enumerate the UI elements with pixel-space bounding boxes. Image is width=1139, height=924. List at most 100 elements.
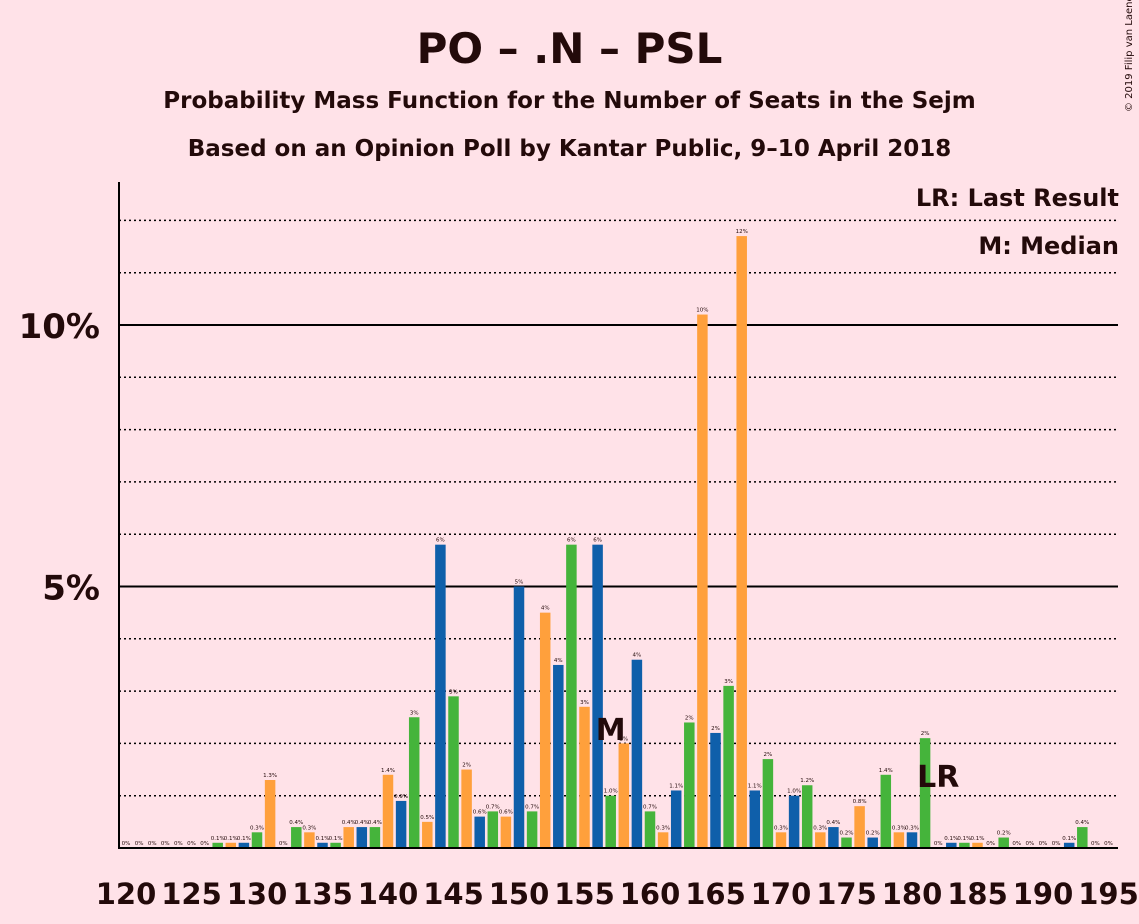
bar-label-145: 3%: [449, 689, 458, 695]
bar-label-170: 0.3%: [774, 825, 788, 831]
bar-128: [225, 842, 237, 848]
bar-171: [788, 795, 800, 848]
last-result-marker: LR: [917, 760, 959, 795]
bar-145: [448, 696, 459, 848]
bar-138: [356, 827, 368, 848]
bar-137: [343, 827, 354, 848]
bar-label-173: 0.3%: [813, 825, 827, 831]
bar-label-159: 4%: [633, 653, 642, 659]
bar-label-185: 0.1%: [971, 836, 985, 842]
bar-label-155: 3%: [580, 700, 589, 706]
bar-label-195: 0%: [1104, 841, 1113, 847]
bar-label-161: 0.3%: [656, 825, 670, 831]
bar-170: [775, 832, 787, 848]
bar-label-147: 0.6%: [473, 810, 487, 816]
bar-label-179: 0.3%: [892, 825, 906, 831]
x-tick-label: 145: [423, 877, 484, 911]
bar-label-187: 0.2%: [997, 831, 1011, 837]
median-marker: M: [596, 713, 626, 748]
bar-148: [487, 811, 499, 848]
bar-193: [1077, 827, 1088, 848]
bar-142: [408, 717, 420, 848]
bar-181: [919, 738, 931, 848]
bar-label-131: 1.3%: [263, 773, 277, 779]
bar-label-164: 10%: [696, 308, 708, 314]
bar-130: [251, 832, 263, 848]
x-tick-label: 175: [816, 877, 877, 911]
bar-165: [710, 732, 721, 848]
bar-129: [238, 842, 250, 848]
bar-184: [959, 842, 970, 848]
bar-label-135: 0.1%: [316, 836, 330, 842]
bar-187: [998, 837, 1009, 848]
bar-label-183: 0.1%: [944, 836, 958, 842]
bar-163: [684, 722, 695, 848]
bar-label-137: 0.4%: [342, 820, 356, 826]
x-tick-label: 125: [161, 877, 222, 911]
legend-median: M: Median: [978, 232, 1119, 260]
bar-label-181: 2%: [921, 731, 930, 737]
bar-label-149: 0.6%: [499, 810, 513, 816]
bar-173: [815, 832, 826, 848]
bar-154: [566, 544, 577, 848]
bar-135: [317, 842, 328, 848]
bar-label-124: 0%: [174, 841, 183, 847]
x-tick-label: 180: [882, 877, 943, 911]
bar-144: [435, 544, 446, 848]
bar-174: [828, 827, 839, 848]
bar-167: [736, 236, 747, 849]
y-tick-label: 10%: [19, 307, 100, 347]
bar-label-194: 0%: [1091, 841, 1100, 847]
bar-155: [579, 706, 590, 848]
bar-160: [644, 811, 656, 848]
x-tick-label: 155: [554, 877, 615, 911]
bar-label-176: 0.8%: [853, 799, 867, 805]
bar-label-177: 0.2%: [866, 831, 880, 837]
bar-label-175: 0.2%: [840, 831, 854, 837]
bar-176: [854, 806, 865, 848]
bar-162: [670, 790, 682, 848]
bar-label-120: 0%: [122, 841, 131, 847]
bar-label-158: 2%: [619, 736, 628, 742]
bar-label-152: 4%: [541, 606, 550, 612]
bar-label-166: 3%: [724, 679, 733, 685]
bar-label-139: 0.4%: [368, 820, 382, 826]
bar-131: [264, 780, 276, 848]
bar-label-193: 0.4%: [1075, 820, 1089, 826]
bar-label-192: 0.1%: [1062, 836, 1076, 842]
bar-label-168: 1.1%: [748, 783, 762, 789]
bar-177: [867, 837, 878, 848]
bar-label-122: 0%: [148, 841, 157, 847]
x-tick-label: 120: [96, 877, 157, 911]
bar-172: [801, 785, 813, 848]
bar-label-144: 6%: [436, 538, 445, 544]
bar-label-169: 2%: [764, 752, 773, 758]
bar-label-151: 0.7%: [525, 804, 539, 810]
bar-150: [513, 586, 525, 848]
bar-label-127: 0.1%: [211, 836, 225, 842]
bar-label-134: 0.3%: [302, 825, 316, 831]
x-tick-label: 160: [620, 877, 681, 911]
bar-label-148: 0.7%: [486, 804, 500, 810]
bar-175: [841, 837, 852, 848]
bar-label-140: 1.4%: [381, 768, 395, 774]
bar-179: [893, 832, 905, 848]
x-tick-label: 140: [358, 877, 419, 911]
bar-143: [422, 821, 433, 848]
bar-label-184: 0.1%: [957, 836, 971, 842]
x-tick-label: 185: [947, 877, 1008, 911]
bar-label-167: 12%: [736, 229, 748, 235]
x-tick-label: 135: [292, 877, 353, 911]
bar-label-132: 0%: [279, 841, 288, 847]
bar-label-188: 0%: [1012, 841, 1021, 847]
bar-192: [1063, 842, 1075, 848]
bar-139: [369, 827, 381, 848]
bar-label-172: 1.2%: [800, 778, 814, 784]
bar-label-143: 0.5%: [420, 815, 434, 821]
y-tick-label: 5%: [42, 569, 100, 609]
bar-label-191: 0%: [1052, 841, 1061, 847]
bar-label-174: 0.4%: [826, 820, 840, 826]
bar-136: [330, 842, 341, 848]
bar-label-129: 0.1%: [237, 836, 251, 842]
bar-133: [291, 827, 302, 848]
